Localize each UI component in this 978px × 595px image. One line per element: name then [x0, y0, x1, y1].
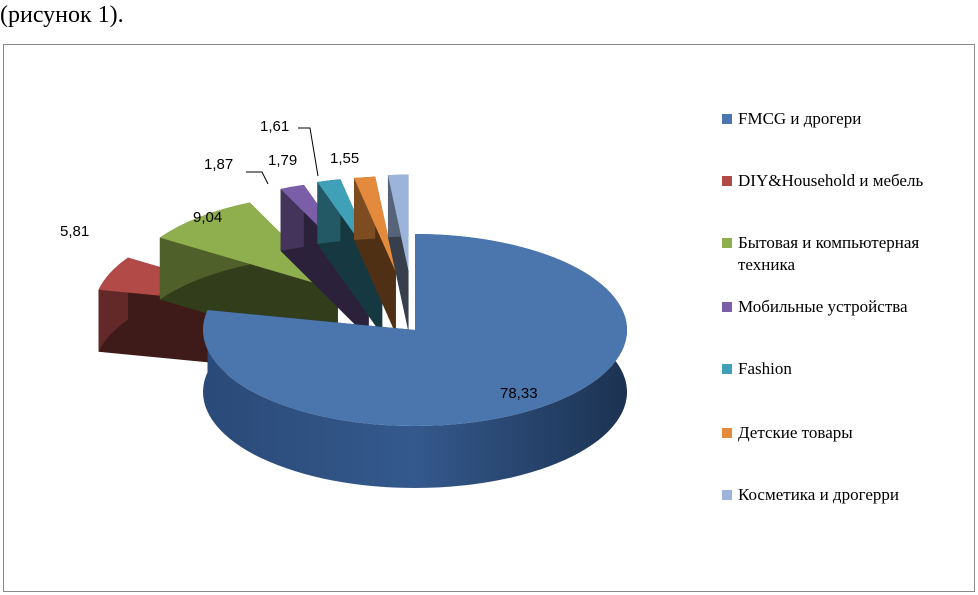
legend-label: Бытовая и компьютерная техника	[738, 233, 920, 274]
chart-frame	[3, 44, 975, 592]
legend-swatch	[722, 364, 732, 374]
legend-swatch	[722, 114, 732, 124]
data-label-4: 1,79	[268, 152, 297, 169]
legend-label: Косметика и дрогерри	[738, 485, 899, 504]
legend-item-2: Бытовая и компьютерная техника	[722, 232, 978, 276]
data-label-1: 5,81	[60, 223, 89, 240]
legend-item-5: Детские товары	[722, 422, 978, 444]
legend-swatch	[722, 238, 732, 248]
figure-caption: (рисунок 1).	[0, 2, 124, 28]
data-label-6: 1,55	[330, 150, 359, 167]
legend-swatch	[722, 428, 732, 438]
pie-slice-детские-товары	[354, 176, 396, 335]
legend-swatch	[722, 490, 732, 500]
leader-line-3	[246, 171, 269, 185]
legend-item-3: Мобильные устройства	[722, 296, 978, 318]
data-label-0: 78,33	[500, 385, 538, 402]
pie-slice-fmcg-и-дрогери	[202, 234, 628, 489]
legend-label: Мобильные устройства	[738, 297, 908, 316]
data-label-3: 1,87	[204, 156, 233, 173]
data-label-5: 1,61	[260, 118, 289, 135]
legend-label: FMCG и дрогери	[738, 109, 862, 128]
legend-label: Fashion	[738, 359, 792, 378]
leader-line-5	[298, 127, 319, 177]
legend-item-4: Fashion	[722, 358, 978, 380]
legend-swatch	[722, 176, 732, 186]
legend-label: DIY&Household и мебель	[738, 171, 924, 190]
pie-slice-косметика-и-дрогерри	[387, 174, 409, 333]
legend-swatch	[722, 302, 732, 312]
legend-item-0: FMCG и дрогери	[722, 108, 978, 130]
legend-item-6: Косметика и дрогерри	[722, 484, 978, 506]
data-label-2: 9,04	[193, 209, 222, 226]
legend-label: Детские товары	[738, 423, 853, 442]
legend-item-1: DIY&Household и мебель	[722, 170, 978, 192]
